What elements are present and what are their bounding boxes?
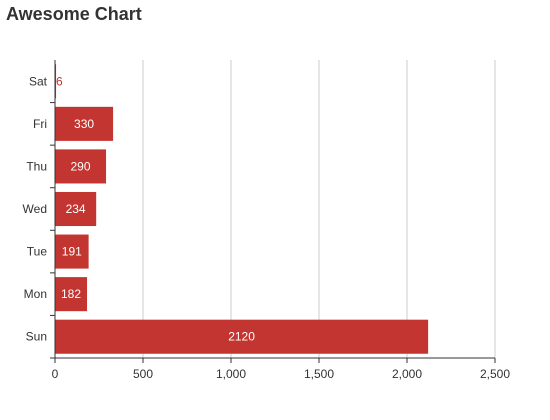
bar-value-label: 6 <box>56 74 63 88</box>
category-label: Mon <box>24 287 47 301</box>
bar-thu[interactable] <box>55 149 107 184</box>
bar-value-label: 2120 <box>228 330 255 344</box>
grid-lines <box>142 60 496 358</box>
bar-wed[interactable] <box>55 191 97 227</box>
bar-mon[interactable] <box>55 277 88 312</box>
x-tick-label: 2,500 <box>480 367 510 381</box>
bars: 2120 182 191 234 290 330 6 <box>55 64 429 354</box>
x-tick-label: 1,500 <box>304 367 334 381</box>
category-label: Fri <box>33 117 47 131</box>
x-tick-label: 0 <box>52 367 59 381</box>
category-label: Thu <box>26 159 47 173</box>
chart-title: Awesome Chart <box>6 4 142 24</box>
category-label: Tue <box>27 245 48 259</box>
bar-value-label: 330 <box>74 117 94 131</box>
bar-value-label: 290 <box>71 159 91 173</box>
bar-value-label: 234 <box>66 202 86 216</box>
category-label: Sun <box>26 330 47 344</box>
x-tick-label: 1,000 <box>216 367 246 381</box>
category-label: Sat <box>29 74 48 88</box>
x-tick-label: 500 <box>133 367 153 381</box>
bar-tue[interactable] <box>55 234 89 269</box>
bar-fri[interactable] <box>55 106 114 141</box>
category-label: Wed <box>23 202 47 216</box>
bar-sun[interactable] <box>55 319 429 354</box>
bar-value-label: 191 <box>62 245 82 259</box>
bar-sat[interactable] <box>55 64 57 99</box>
bar-value-label: 182 <box>61 287 81 301</box>
axes: 0 500 1,000 1,500 2,000 2,500 Sun Mon Tue Wed Thu F… <box>23 60 510 381</box>
x-tick-label: 2,000 <box>392 367 422 381</box>
